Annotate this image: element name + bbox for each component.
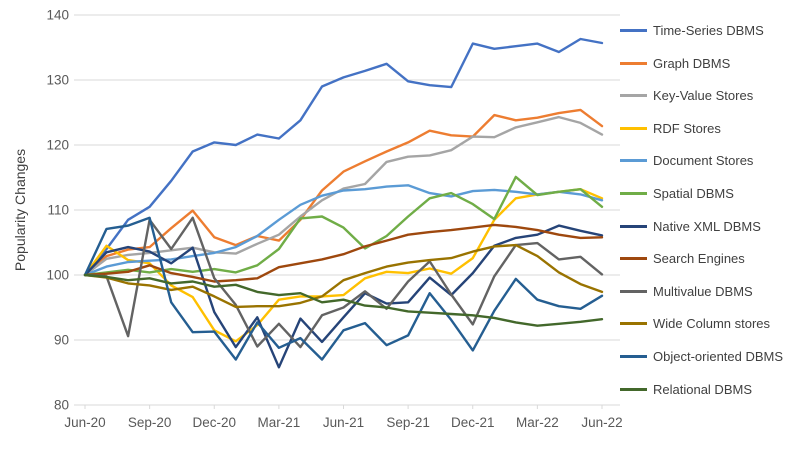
legend-item-spatial-dbms: Spatial DBMS	[620, 183, 800, 204]
x-tick-label: Jun-20	[64, 415, 105, 430]
legend-label: Multivalue DBMS	[653, 283, 753, 299]
legend-swatch	[620, 289, 647, 293]
legend-item-relational-dbms: Relational DBMS	[620, 379, 800, 400]
legend-item-search-engines: Search Engines	[620, 248, 800, 269]
x-tick-label: Sep-20	[128, 415, 172, 430]
y-tick-label: 100	[46, 268, 69, 283]
x-tick-label: Jun-22	[581, 415, 622, 430]
x-tick-label: Sep-21	[386, 415, 430, 430]
legend-label: Document Stores	[653, 153, 754, 169]
y-tick-label: 130	[46, 73, 69, 88]
legend-item-document-stores: Document Stores	[620, 150, 800, 171]
legend-label: Wide Column stores	[653, 316, 771, 332]
legend-label: RDF Stores	[653, 120, 721, 136]
series-line-spatial-dbms	[83, 175, 604, 277]
y-axis-title: Popularity Changes	[12, 148, 28, 272]
legend-item-graph-dbms: Graph DBMS	[620, 53, 800, 74]
legend-swatch	[620, 257, 647, 261]
series-line-object-oriented-dbms	[83, 216, 604, 361]
y-tick-label: 90	[54, 333, 69, 348]
legend-swatch	[620, 94, 647, 98]
legend-label: Spatial DBMS	[653, 185, 734, 201]
y-tick-label: 80	[54, 398, 69, 413]
series-line-rdf-stores	[83, 187, 604, 343]
y-tick-label: 120	[46, 138, 69, 153]
legend-label: Graph DBMS	[653, 55, 731, 71]
legend-item-rdf-stores: RDF Stores	[620, 118, 800, 139]
legend-item-object-oriented-dbms: Object-oriented DBMS	[620, 346, 800, 367]
x-tick-label: Jun-21	[323, 415, 364, 430]
y-tick-label: 110	[47, 203, 69, 218]
legend-swatch	[620, 387, 647, 391]
legend-item-multivalue-dbms: Multivalue DBMS	[620, 281, 800, 302]
legend-swatch	[620, 224, 647, 228]
chart-legend: Time-Series DBMS Graph DBMS Key-Value Stor…	[620, 20, 800, 411]
legend-swatch	[620, 322, 647, 326]
series-line-document-stores	[83, 184, 604, 277]
series-line-key-value-stores	[83, 115, 604, 277]
legend-swatch	[620, 61, 647, 65]
legend-label: Key-Value Stores	[653, 88, 754, 104]
legend-swatch	[620, 191, 647, 195]
legend-swatch	[620, 126, 647, 130]
legend-item-native-xml-dbms: Native XML DBMS	[620, 216, 800, 237]
series-line-wide-column-stores	[83, 243, 604, 309]
legend-label: Object-oriented DBMS	[653, 348, 784, 364]
x-tick-label: Dec-21	[451, 415, 495, 430]
series-line-time-series-dbms	[83, 37, 604, 277]
x-tick-label: Dec-20	[192, 415, 236, 430]
legend-label: Time-Series DBMS	[653, 23, 764, 38]
series-line-search-engines	[83, 223, 604, 283]
series-line-relational-dbms	[83, 273, 604, 327]
legend-item-wide-column-stores: Wide Column stores	[620, 313, 800, 334]
legend-swatch	[620, 29, 647, 32]
legend-item-key-value-stores: Key-Value Stores	[620, 85, 800, 106]
legend-item-time-series-dbms: Time-Series DBMS	[620, 20, 800, 41]
legend-label: Relational DBMS	[653, 381, 752, 397]
legend-label: Search Engines	[653, 251, 745, 267]
x-tick-label: Mar-21	[257, 415, 300, 430]
series-line-graph-dbms	[83, 108, 604, 277]
legend-label: Native XML DBMS	[653, 218, 761, 234]
legend-swatch	[620, 354, 647, 358]
series-line-native-xml-dbms	[83, 224, 604, 369]
x-tick-label: Mar-22	[516, 415, 559, 430]
y-tick-label: 140	[46, 8, 69, 23]
legend-swatch	[620, 159, 647, 163]
